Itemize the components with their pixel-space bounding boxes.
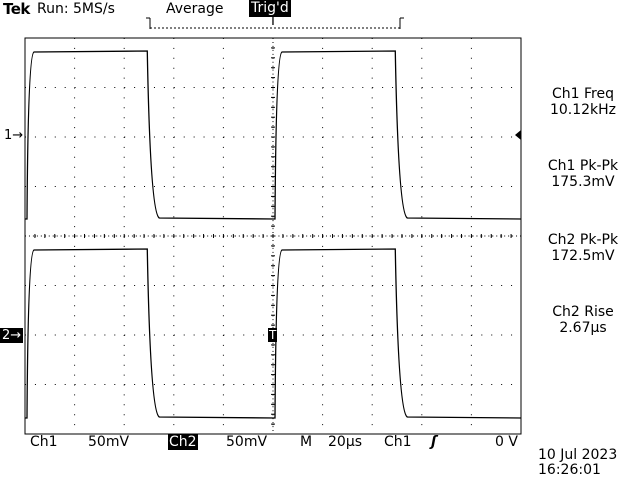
ch1-trace <box>25 50 521 220</box>
ch1-label[interactable]: Ch1 <box>30 434 58 450</box>
meas-ch2-pkpk-label[interactable]: Ch2 Pk-Pk <box>547 232 619 248</box>
time-display: 16:26:01 <box>538 462 601 478</box>
brand-logo: Tek <box>3 0 30 18</box>
ch1-ground-marker[interactable]: 1→ <box>4 128 24 143</box>
acquisition-mode[interactable]: Average <box>166 1 224 17</box>
trigger-position-marker[interactable]: T <box>269 14 277 29</box>
graticule-grid <box>24 37 522 435</box>
trigger-slope-icon[interactable]: ʃ <box>431 434 437 450</box>
ch2-trigger-marker: T <box>268 328 278 342</box>
trigger-state-badge: Trig'd <box>249 0 291 17</box>
meas-ch1-pkpk-label[interactable]: Ch1 Pk-Pk <box>547 158 619 174</box>
meas-ch2-rise-value: 2.67µs <box>559 320 607 336</box>
ch2-trace <box>25 248 521 419</box>
ch2-scale[interactable]: 50mV <box>226 434 268 450</box>
ch1-scale[interactable]: 50mV <box>88 434 130 450</box>
main-timebase-label: M <box>300 434 313 450</box>
ch2-ground-marker[interactable]: 2→ <box>0 328 24 343</box>
trigger-source[interactable]: Ch1 <box>384 434 412 450</box>
trigger-position-bracket <box>146 17 404 29</box>
ch2-label[interactable]: Ch2 <box>168 434 198 450</box>
meas-ch1-pkpk-value: 175.3mV <box>551 174 615 190</box>
meas-ch2-rise-label[interactable]: Ch2 Rise <box>552 304 614 320</box>
meas-ch2-pkpk-value: 172.5mV <box>551 248 615 264</box>
trigger-level[interactable]: 0 V <box>495 434 518 450</box>
date-display: 10 Jul 2023 <box>538 447 618 463</box>
meas-ch1-freq-label[interactable]: Ch1 Freq <box>552 86 614 102</box>
trigger-level-arrow <box>515 130 521 140</box>
waveform-traces <box>25 50 521 419</box>
run-status[interactable]: Run: 5MS/s <box>37 1 115 17</box>
meas-ch1-freq-value: 10.12kHz <box>549 102 617 118</box>
timebase-value[interactable]: 20µs <box>328 434 363 450</box>
header-bar: Tek Run: 5MS/s Average Trig'd <box>0 0 640 18</box>
